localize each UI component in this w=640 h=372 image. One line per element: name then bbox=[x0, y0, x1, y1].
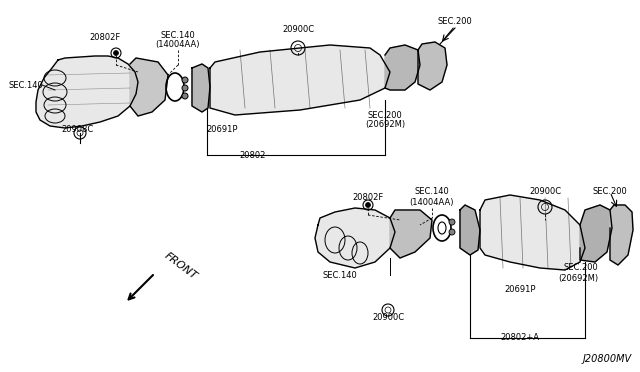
Text: 20900C: 20900C bbox=[372, 314, 404, 323]
Circle shape bbox=[449, 229, 455, 235]
Text: SEC.200: SEC.200 bbox=[367, 110, 403, 119]
Polygon shape bbox=[460, 205, 480, 255]
Polygon shape bbox=[480, 195, 585, 270]
Circle shape bbox=[182, 85, 188, 91]
Text: SEC.140: SEC.140 bbox=[8, 80, 44, 90]
Text: 20900C: 20900C bbox=[282, 26, 314, 35]
Polygon shape bbox=[36, 56, 138, 128]
Polygon shape bbox=[210, 45, 390, 115]
Text: 20802F: 20802F bbox=[353, 193, 383, 202]
Text: (20692M): (20692M) bbox=[365, 121, 405, 129]
Circle shape bbox=[449, 219, 455, 225]
Polygon shape bbox=[130, 58, 168, 116]
Text: FRONT: FRONT bbox=[162, 251, 198, 282]
Text: 20900C: 20900C bbox=[529, 187, 561, 196]
Circle shape bbox=[365, 202, 371, 208]
Text: 20802F: 20802F bbox=[90, 33, 120, 42]
Polygon shape bbox=[385, 45, 420, 90]
Text: 20908C: 20908C bbox=[62, 125, 94, 135]
Text: 20802: 20802 bbox=[240, 151, 266, 160]
Polygon shape bbox=[315, 208, 395, 268]
Polygon shape bbox=[580, 205, 612, 262]
Text: 20691P: 20691P bbox=[504, 285, 536, 295]
Text: SEC.140: SEC.140 bbox=[323, 270, 357, 279]
Circle shape bbox=[113, 51, 118, 55]
Text: J20800MV: J20800MV bbox=[583, 354, 632, 364]
Polygon shape bbox=[390, 210, 432, 258]
Text: SEC.140: SEC.140 bbox=[161, 31, 195, 39]
Text: SEC.200: SEC.200 bbox=[563, 263, 598, 273]
Text: 20802+A: 20802+A bbox=[500, 334, 540, 343]
Text: (14004AA): (14004AA) bbox=[410, 198, 454, 206]
Polygon shape bbox=[192, 64, 210, 112]
Polygon shape bbox=[610, 205, 633, 265]
Polygon shape bbox=[418, 42, 447, 90]
Text: SEC.200: SEC.200 bbox=[438, 17, 472, 26]
Text: 20691P: 20691P bbox=[206, 125, 237, 135]
Text: (20692M): (20692M) bbox=[558, 273, 598, 282]
Circle shape bbox=[182, 77, 188, 83]
Circle shape bbox=[182, 93, 188, 99]
Text: SEC.140: SEC.140 bbox=[415, 187, 449, 196]
Text: SEC.200: SEC.200 bbox=[593, 187, 627, 196]
Text: (14004AA): (14004AA) bbox=[156, 41, 200, 49]
